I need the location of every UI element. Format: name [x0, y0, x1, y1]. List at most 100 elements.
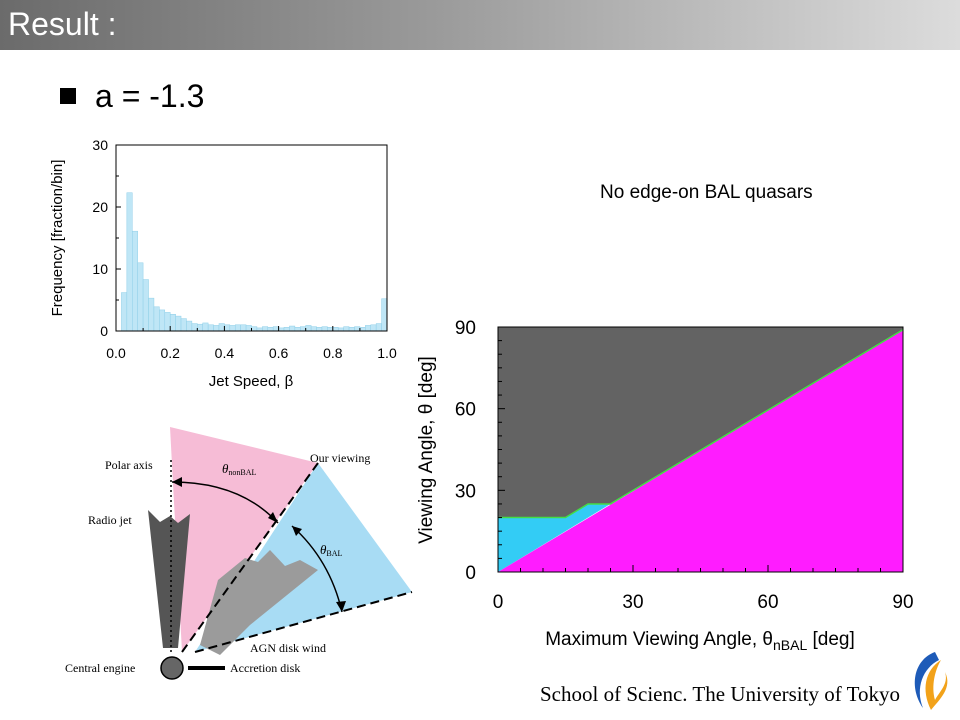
histogram-bar: [169, 314, 176, 332]
histogram-bar: [213, 325, 220, 332]
histogram-bar: [197, 323, 203, 332]
histogram-bar: [294, 327, 301, 332]
histogram-bar: [332, 327, 339, 332]
histogram-ylabel: Frequency [fraction/bin]: [49, 160, 66, 317]
polar-axis-label: Polar axis: [105, 458, 153, 472]
histogram-bar: [180, 318, 187, 332]
histogram-ytick-label: 10: [92, 261, 108, 277]
area-boundary-line: [623, 329, 904, 497]
histogram-bar: [175, 315, 182, 332]
agn-geometry-diagram: Polar axis Our viewing Radio jet AGN dis…: [65, 427, 413, 680]
central-engine-label: Central engine: [65, 661, 135, 675]
histogram-bar: [370, 324, 377, 332]
histogram-bar: [153, 306, 160, 332]
histogram-xtick-label: 1.0: [377, 345, 397, 361]
histogram-bar: [300, 326, 306, 332]
theta-nonbal-arrow-left: [172, 477, 182, 487]
histogram-bar: [359, 327, 366, 332]
area-region-gray: [498, 327, 903, 518]
histogram-ytick-label: 20: [92, 199, 108, 215]
theta-bal-arrow-top: [292, 526, 302, 536]
histogram-bar: [381, 298, 388, 332]
logo-blue-swoosh: [914, 652, 939, 708]
histogram-bar: [132, 230, 138, 332]
histogram-bar: [310, 326, 317, 332]
histogram-xtick-label: 0.4: [215, 345, 235, 361]
area-regions: [498, 327, 904, 572]
bullet-square: [60, 88, 76, 104]
histogram-bar: [375, 323, 382, 332]
histogram-bar: [126, 192, 133, 332]
theta-bal-arc: [291, 525, 343, 613]
agn-disk-wind-label: AGN disk wind: [250, 641, 326, 655]
nonbal-boundary-line: [181, 462, 319, 653]
theta-bal-symbol: θ: [320, 542, 327, 557]
histogram-bar: [354, 326, 361, 332]
bullet-text: a = -1.3: [95, 78, 205, 114]
histogram-bar: [229, 325, 236, 332]
area-xlabel-unit: [deg]: [807, 629, 855, 650]
histogram-bar: [186, 320, 193, 332]
histogram-bar: [240, 324, 247, 332]
histogram-xlabel: Jet Speed, β: [209, 373, 294, 390]
theta-nonbal-subscript: nonBAL: [228, 468, 256, 477]
area-ytick-label: 0: [465, 563, 476, 584]
histogram-bar: [202, 322, 209, 332]
theta-bal-arrow-bottom: [336, 601, 346, 612]
histogram-bar: [137, 262, 144, 332]
histogram-bar: [327, 327, 334, 332]
histogram-ytick-label: 0: [100, 323, 108, 339]
theta-nonbal-symbol: θ: [222, 461, 229, 476]
footer-text: School of Scienc. The University of Toky…: [540, 682, 900, 706]
slide-title: Result :: [8, 6, 117, 42]
theta-nonbal-arrow-right: [268, 512, 278, 523]
area-ylabel: Viewing Angle, θ [deg]: [416, 356, 437, 544]
histogram-bar: [262, 326, 269, 332]
accretion-disk-label: Accretion disk: [230, 661, 300, 675]
histogram-xtick-label: 0.8: [323, 345, 343, 361]
histogram-bar: [283, 327, 290, 332]
histogram-bar: [245, 325, 252, 332]
theta-nonbal-arc: [171, 481, 279, 524]
area-step-boundary: [498, 495, 625, 519]
histogram-bar: [121, 292, 128, 332]
area-xlabel: Maximum Viewing Angle, θnBAL [deg]: [545, 629, 855, 653]
area-ticks: 0 30 60 90 0 30 60 90: [455, 318, 914, 613]
histogram-bar: [234, 324, 241, 332]
area-ytick-label: 60: [455, 400, 476, 421]
radio-jet-shape: [148, 510, 190, 648]
area-xlabel-main: Maximum Viewing Angle, θ: [545, 629, 773, 650]
university-logo: [914, 652, 948, 710]
histogram-bar: [251, 326, 258, 332]
annotation-text: No edge-on BAL quasars: [600, 182, 813, 203]
area-xtick-label: 60: [757, 592, 778, 613]
histogram-bar: [148, 297, 155, 332]
area-ytick-label: 30: [455, 481, 476, 502]
agn-disk-wind-shape: [200, 550, 318, 655]
theta-bal-subscript: BAL: [326, 549, 342, 558]
histogram-bar: [316, 327, 323, 332]
theta-bal-label: θBAL: [320, 542, 343, 558]
histogram-xtick-label: 0.0: [106, 345, 126, 361]
histogram-bar: [267, 327, 274, 332]
histogram-frame: [115, 144, 388, 332]
histogram-bar: [305, 325, 312, 332]
histogram-xtick-label: 0.2: [160, 345, 180, 361]
radio-jet-label: Radio jet: [88, 513, 132, 527]
histogram-chart: 0.0 0.2 0.4 0.6 0.8 1.0 0 10 20 30 Jet Speed, β F…: [49, 137, 397, 390]
title-bar: Result :: [0, 0, 960, 50]
area-xlabel-sub: nBAL: [773, 637, 807, 653]
histogram-bar: [289, 325, 296, 332]
histogram-bar: [365, 325, 371, 332]
histogram-bars: [121, 192, 388, 332]
histogram-bar: [272, 326, 279, 332]
histogram-bar: [321, 326, 328, 332]
histogram-bar: [218, 323, 225, 332]
histogram-bar: [164, 312, 171, 332]
bal-boundary-line: [194, 591, 413, 653]
our-viewing-label: Our viewing: [310, 451, 370, 465]
theta-nonbal-label: θnonBAL: [222, 461, 257, 477]
histogram-bar: [343, 326, 350, 332]
histogram-bar: [142, 279, 149, 332]
nonbal-cone-region: [170, 427, 318, 652]
